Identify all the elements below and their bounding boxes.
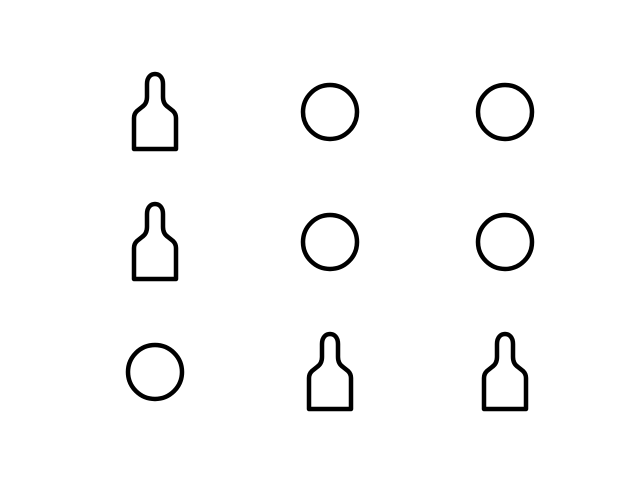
circle-icon bbox=[115, 324, 195, 420]
circle-outline bbox=[475, 82, 535, 142]
circle-icon bbox=[290, 194, 370, 290]
circle-outline bbox=[125, 342, 185, 402]
circle-outline bbox=[300, 212, 360, 272]
circle-outline bbox=[300, 82, 360, 142]
circle-icon bbox=[465, 64, 545, 160]
circle-icon-graphic bbox=[125, 342, 185, 402]
circle-icon-graphic bbox=[475, 212, 535, 272]
person-silhouette bbox=[131, 201, 179, 282]
person-icon bbox=[290, 324, 370, 420]
person-icon bbox=[115, 194, 195, 290]
person-silhouette bbox=[306, 331, 354, 412]
person-icon-graphic bbox=[131, 201, 179, 282]
person-icon bbox=[465, 324, 545, 420]
person-silhouette bbox=[131, 71, 179, 152]
person-icon-graphic bbox=[131, 71, 179, 152]
person-icon-graphic bbox=[306, 331, 354, 412]
circle-icon-graphic bbox=[300, 82, 360, 142]
person-silhouette bbox=[481, 331, 529, 412]
circle-icon-graphic bbox=[475, 82, 535, 142]
person-icon bbox=[115, 64, 195, 160]
circle-icon bbox=[290, 64, 370, 160]
circle-outline bbox=[475, 212, 535, 272]
person-icon-graphic bbox=[481, 331, 529, 412]
circle-icon bbox=[465, 194, 545, 290]
circle-icon-graphic bbox=[300, 212, 360, 272]
